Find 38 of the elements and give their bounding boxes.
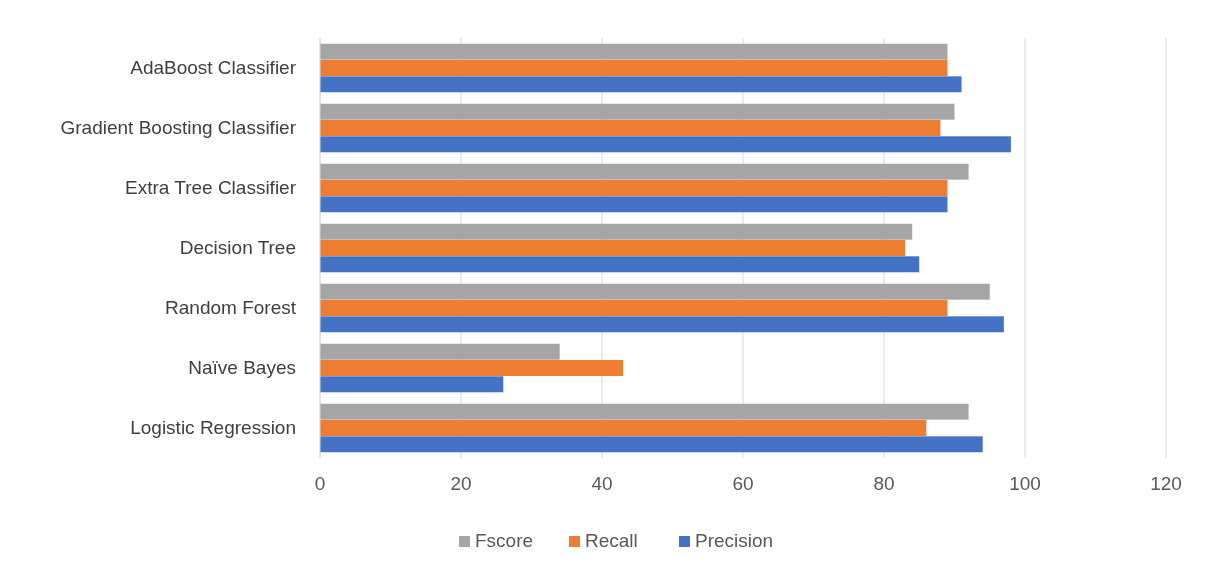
y-tick-label: Random Forest — [165, 297, 297, 318]
bar — [320, 300, 948, 316]
y-tick-label: AdaBoost Classifier — [130, 57, 297, 78]
bar — [320, 360, 624, 376]
x-tick-label: 20 — [450, 473, 472, 494]
bar — [320, 240, 906, 256]
bar — [320, 76, 962, 93]
bar — [320, 343, 560, 360]
y-tick-label: Naïve Bayes — [188, 357, 296, 378]
bar — [320, 283, 990, 300]
legend-label: Precision — [695, 530, 774, 551]
bar — [320, 420, 927, 436]
bar — [320, 136, 1011, 153]
bar — [320, 223, 913, 240]
bar — [320, 43, 948, 60]
y-tick-label: Decision Tree — [179, 237, 296, 258]
x-tick-label: 0 — [314, 473, 326, 494]
bar — [320, 103, 955, 120]
x-tick-label: 100 — [1009, 473, 1041, 494]
bar — [320, 436, 983, 453]
bar — [320, 120, 941, 136]
x-tick-label: 60 — [732, 473, 754, 494]
bar — [320, 163, 969, 180]
x-tick-label: 80 — [873, 473, 895, 494]
bar — [320, 316, 1004, 333]
x-tick-label: 120 — [1150, 473, 1182, 494]
bar — [320, 376, 504, 393]
bar — [320, 180, 948, 196]
bar — [320, 403, 969, 420]
bar — [320, 256, 920, 273]
bar — [320, 60, 948, 76]
x-tick-label: 40 — [591, 473, 613, 494]
y-tick-label: Gradient Boosting Classifier — [60, 117, 297, 138]
legend-label: Fscore — [475, 530, 534, 551]
y-tick-label: Extra Tree Classifier — [124, 177, 297, 198]
legend-label: Recall — [585, 530, 638, 551]
bar — [320, 196, 948, 213]
y-tick-label: Logistic Regression — [130, 417, 296, 438]
